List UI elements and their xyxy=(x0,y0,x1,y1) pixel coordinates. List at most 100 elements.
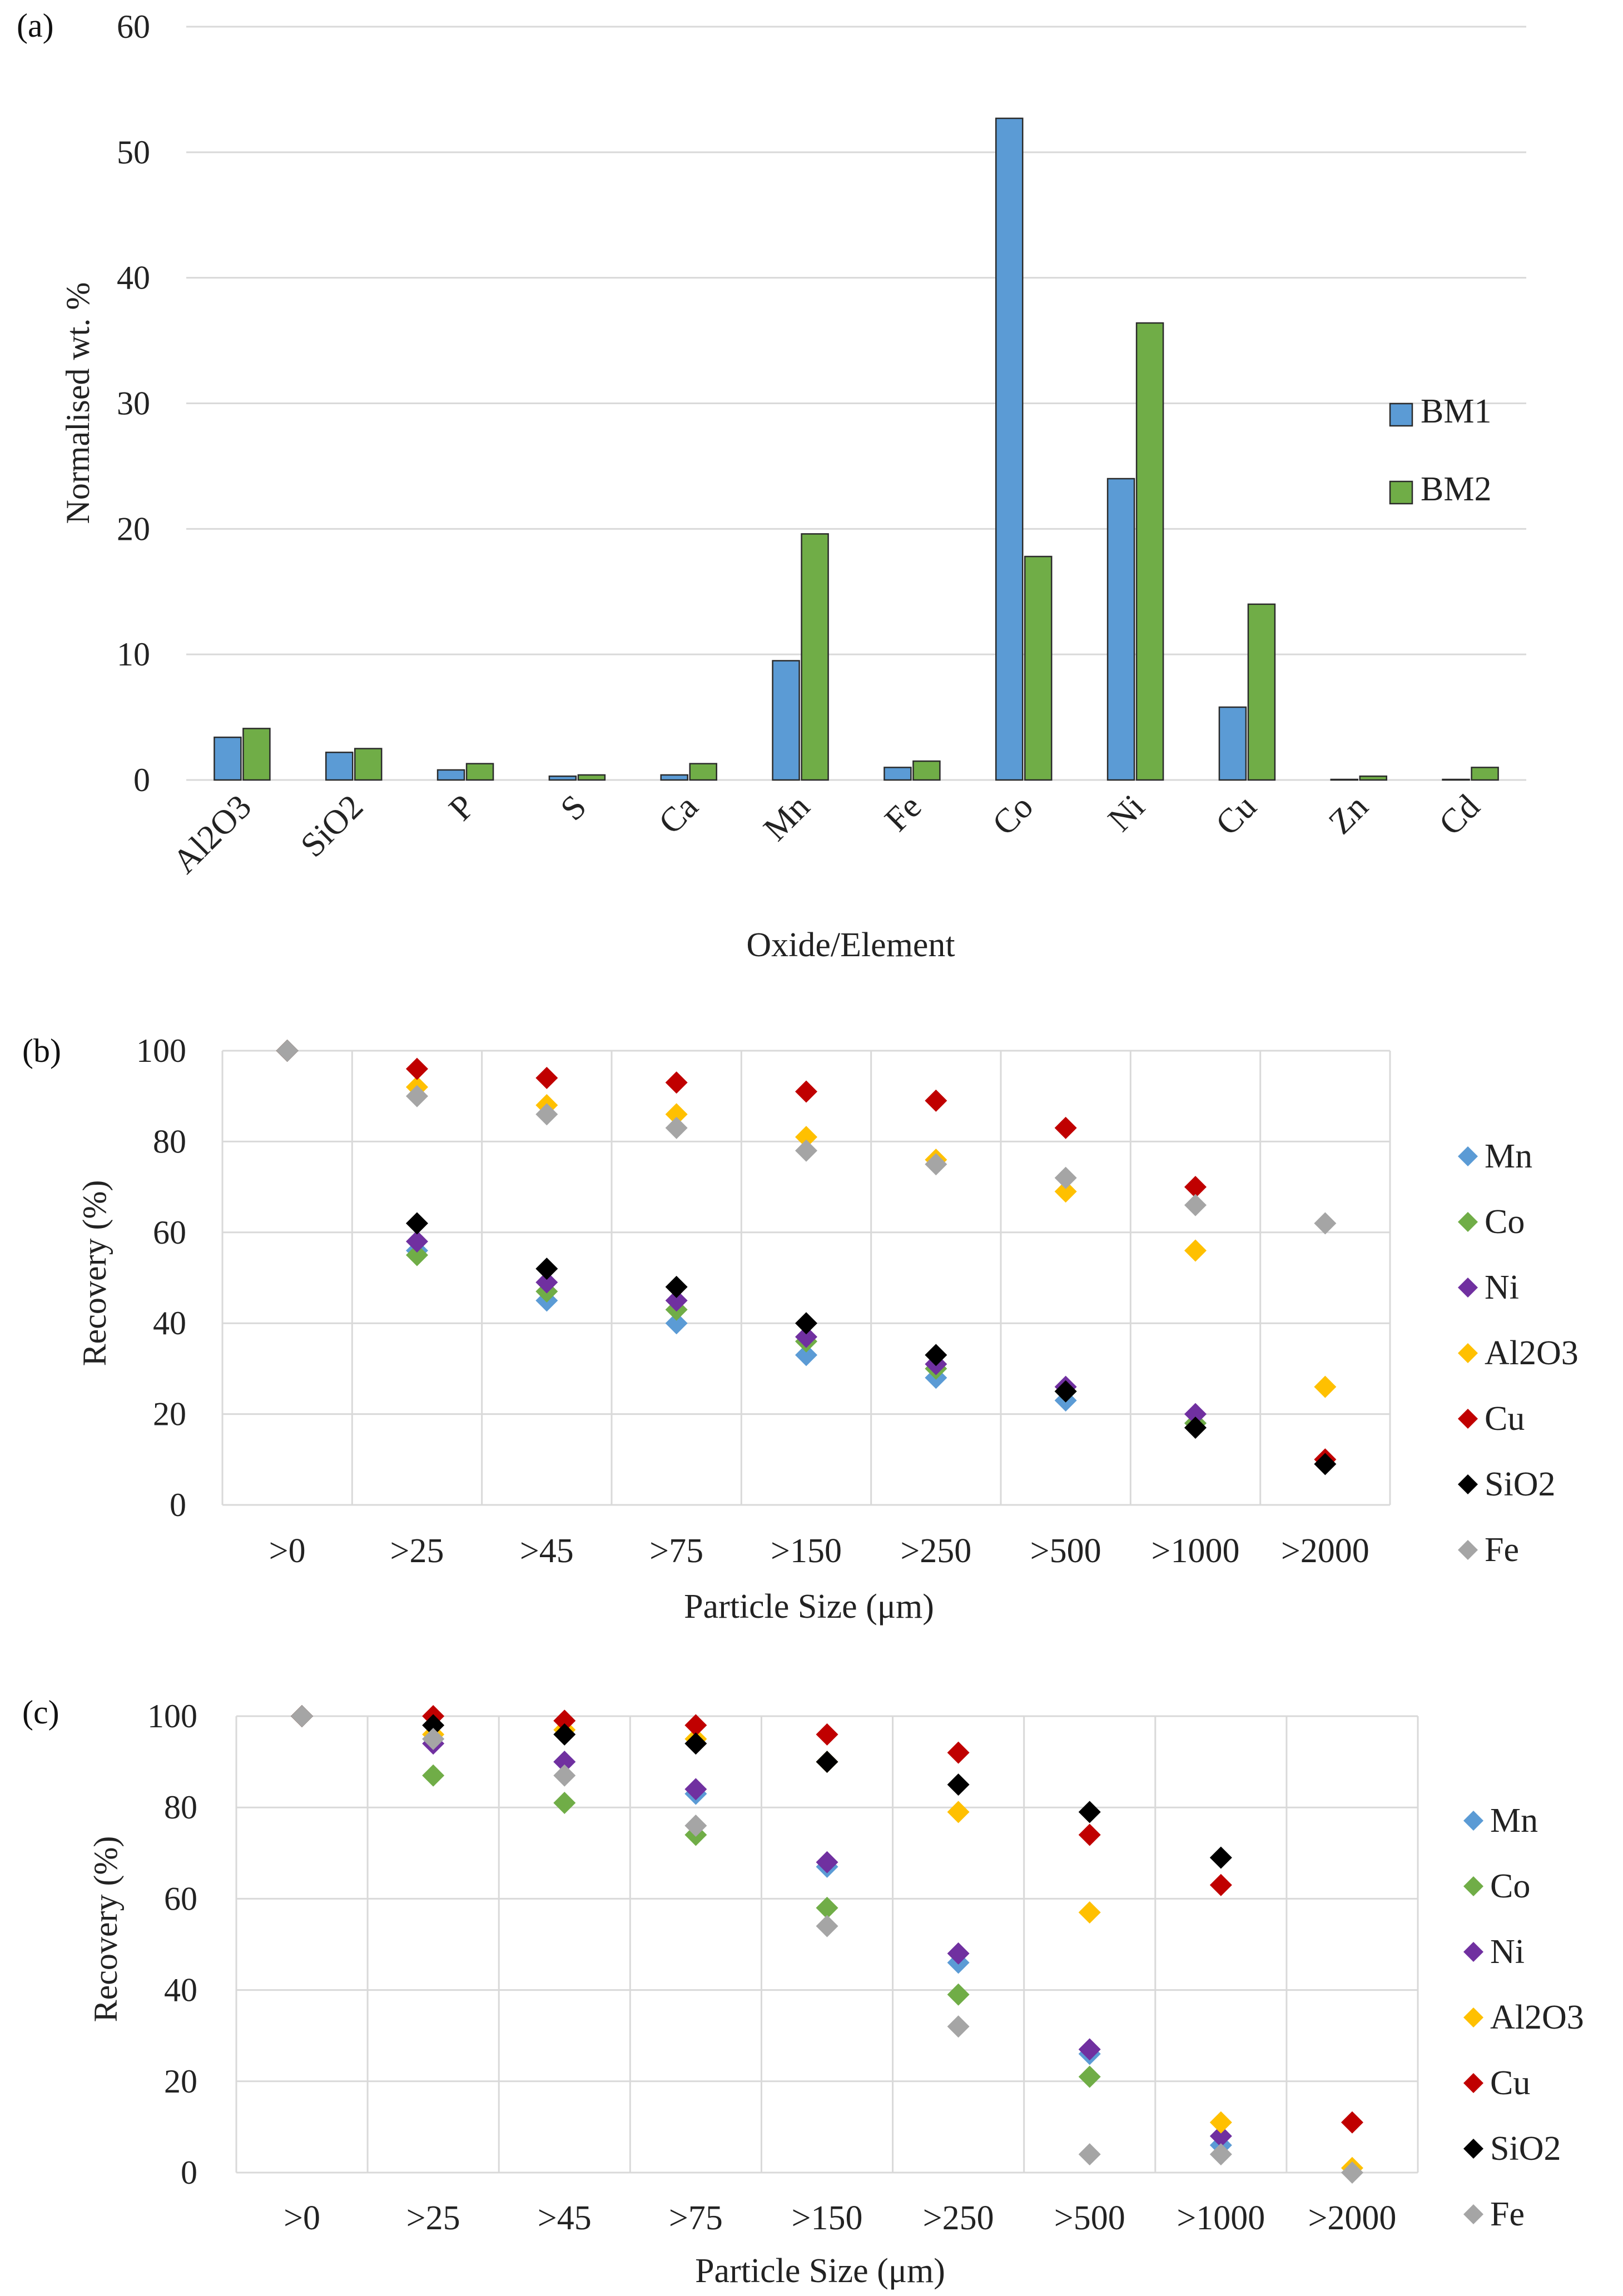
a-y-tick-labels: 0 10 20 30 40 50 60 xyxy=(117,8,150,798)
b-point-sio2 xyxy=(795,1312,817,1335)
b-legend: Mn Co Ni Al2O3 Cu SiO2 Fe xyxy=(1458,1137,1579,1569)
b-point-sio2 xyxy=(1184,1417,1207,1439)
c-point-cu xyxy=(1341,2111,1363,2134)
c-y-tick-label: 40 xyxy=(164,1972,197,2009)
c-point-sio2 xyxy=(816,1751,838,1773)
a-y-tick-label: 10 xyxy=(117,636,150,673)
c-point-cu xyxy=(684,1714,707,1737)
bar-bm1-sio2 xyxy=(325,752,354,781)
a-x-tick-label: Ni xyxy=(1101,788,1152,839)
b-point-fe xyxy=(276,1040,299,1062)
a-x-tick-label: Co xyxy=(985,788,1040,843)
b-legend-marker-al2o3 xyxy=(1458,1343,1478,1363)
a-legend-label: BM1 xyxy=(1421,392,1491,430)
c-x-tick-label: >45 xyxy=(538,2199,592,2237)
panel-label-a: (a) xyxy=(17,7,54,44)
c-point-co xyxy=(422,1764,445,1787)
c-y-tick-labels: 0 20 40 60 80 100 xyxy=(147,1698,197,2191)
c-legend-marker-al2o3 xyxy=(1463,2007,1483,2027)
a-x-tick-label: P xyxy=(442,788,482,828)
b-point-sio2 xyxy=(1314,1453,1337,1475)
b-y-tick-label: 60 xyxy=(153,1214,186,1251)
a-y-tick-label: 50 xyxy=(117,134,150,171)
c-point-co xyxy=(553,1791,576,1814)
b-point-mn xyxy=(795,1344,817,1366)
bar-bm2-ca xyxy=(689,763,717,781)
a-x-tick-label: Zn xyxy=(1322,788,1376,842)
c-x-tick-label: >1000 xyxy=(1177,2199,1265,2237)
c-legend-label: Ni xyxy=(1490,1933,1525,1971)
b-x-tick-label: >75 xyxy=(649,1532,703,1570)
b-legend-marker-cu xyxy=(1458,1409,1478,1429)
c-x-tick-label: >0 xyxy=(284,2199,320,2237)
a-bars xyxy=(214,117,1499,781)
c-x-tick-label: >25 xyxy=(406,2199,460,2237)
a-legend-swatch-bm1 xyxy=(1389,402,1413,427)
c-legend-label: Fe xyxy=(1490,2195,1525,2233)
panel-label-c: (c) xyxy=(22,1694,59,1731)
bar-bm1-fe xyxy=(884,767,912,781)
a-y-axis-label: Normalised wt. % xyxy=(59,282,96,524)
bar-bm2-al2o3 xyxy=(242,728,271,781)
b-point-fe xyxy=(1314,1212,1337,1235)
a-legend: BM1 BM2 xyxy=(1389,392,1491,508)
c-point-fe xyxy=(684,1815,707,1837)
panel-label-b: (b) xyxy=(22,1032,61,1069)
b-x-axis-label: Particle Size (μm) xyxy=(684,1588,934,1626)
a-x-tick-label: Al2O3 xyxy=(166,788,259,881)
a-x-tick-label: Ca xyxy=(652,788,706,842)
c-point-sio2 xyxy=(553,1723,576,1746)
bar-bm1-cu xyxy=(1218,706,1247,781)
c-point-al2o3 xyxy=(947,1801,970,1823)
c-legend-marker-ni xyxy=(1463,1942,1483,1962)
b-point-cu xyxy=(925,1089,947,1112)
bar-bm2-s xyxy=(577,774,606,781)
b-x-tick-label: >0 xyxy=(269,1532,306,1570)
b-legend-marker-fe xyxy=(1458,1540,1478,1560)
b-point-fe xyxy=(925,1153,947,1176)
c-y-tick-label: 60 xyxy=(164,1880,197,1917)
c-y-tick-label: 100 xyxy=(147,1698,197,1735)
b-point-cu xyxy=(1054,1116,1077,1139)
b-legend-marker-sio2 xyxy=(1458,1474,1478,1494)
bar-bm2-mn xyxy=(801,533,829,781)
b-legend-label: SiO2 xyxy=(1485,1465,1555,1503)
c-point-al2o3 xyxy=(1078,1901,1101,1924)
b-y-tick-label: 80 xyxy=(153,1123,186,1160)
b-y-axis-label: Recovery (%) xyxy=(76,1180,113,1366)
a-y-tick-label: 60 xyxy=(117,8,150,45)
b-y-tick-label: 100 xyxy=(136,1032,186,1069)
b-x-tick-label: >45 xyxy=(520,1532,574,1570)
b-point-al2o3 xyxy=(795,1126,817,1149)
c-point-sio2 xyxy=(684,1732,707,1755)
b-y-tick-label: 0 xyxy=(170,1487,186,1523)
b-point-sio2 xyxy=(406,1212,428,1235)
a-legend-label: BM2 xyxy=(1421,470,1491,508)
b-point-ni xyxy=(795,1325,817,1348)
bar-bm2-cd xyxy=(1471,767,1499,781)
b-x-tick-label: >500 xyxy=(1030,1532,1101,1570)
c-point-sio2 xyxy=(422,1714,445,1737)
b-point-fe xyxy=(535,1103,558,1126)
b-point-al2o3 xyxy=(1314,1375,1337,1398)
b-point-al2o3 xyxy=(1054,1180,1077,1203)
b-point-fe xyxy=(1184,1194,1207,1216)
c-y-tick-label: 20 xyxy=(164,2063,197,2100)
b-legend-marker-ni xyxy=(1458,1278,1478,1298)
bar-bm2-cu xyxy=(1247,603,1276,781)
bar-bm2-fe xyxy=(912,760,941,781)
bar-bm2-p xyxy=(465,763,494,781)
c-point-ni xyxy=(684,1778,707,1801)
b-x-tick-label: >150 xyxy=(771,1532,842,1570)
bar-bm1-mn xyxy=(772,660,800,781)
a-y-tick-label: 30 xyxy=(117,385,150,422)
c-legend-label: Al2O3 xyxy=(1490,1999,1584,2036)
b-legend-label: Al2O3 xyxy=(1485,1334,1579,1372)
c-point-ni xyxy=(947,1942,970,1965)
bar-bm1-p xyxy=(436,769,465,781)
panel-a-bar-chart: (a) 0 10 20 30 40 50 60 Al2O3 SiO2 P S Ca Mn Fe Co Ni C… xyxy=(17,7,1526,964)
b-point-ni xyxy=(535,1271,558,1294)
a-y-tick-label: 0 xyxy=(133,762,150,798)
panel-b-scatter-chart: (b) 0 20 40 60 80 100 >0 >25 >45 >75 >150 >250 >500… xyxy=(22,1032,1579,1626)
